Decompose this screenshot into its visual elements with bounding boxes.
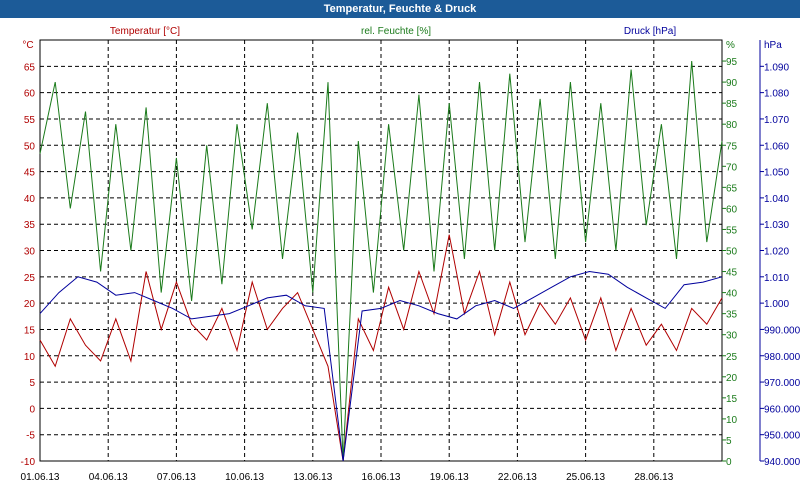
hum-tick-label: 35	[726, 310, 738, 321]
hum-tick-label: 30	[726, 331, 738, 342]
hum-tick-label: 25	[726, 352, 738, 363]
temp-tick-label: 0	[29, 404, 35, 415]
temp-tick-label: 25	[24, 273, 36, 284]
press-tick-label: 1.080	[764, 89, 789, 100]
x-tick-label: 07.06.13	[157, 472, 196, 483]
x-tick-label: 19.06.13	[430, 472, 469, 483]
hum-tick-label: 15	[726, 394, 738, 405]
press-tick-label: 950.000	[764, 431, 800, 442]
hum-tick-label: 60	[726, 204, 738, 215]
series-line-hum	[39, 61, 723, 462]
hum-tick-label: 20	[726, 373, 738, 384]
temp-tick-label: 5	[29, 378, 35, 389]
press-tick-label: 1.010	[764, 273, 789, 284]
hum-tick-label: 40	[726, 289, 738, 300]
hum-tick-label: 85	[726, 99, 738, 110]
temp-tick-label: 45	[24, 168, 36, 179]
press-tick-label: 1.050	[764, 168, 789, 179]
hum-tick-label: 65	[726, 183, 738, 194]
legend-hum: rel. Feuchte [%]	[361, 26, 431, 37]
temp-tick-label: 15	[24, 325, 36, 336]
press-tick-label: 1.070	[764, 115, 789, 126]
hum-tick-label: 45	[726, 268, 738, 279]
series-line-press	[39, 270, 723, 462]
press-tick-label: 980.000	[764, 352, 800, 363]
hum-tick-label: 90	[726, 78, 738, 89]
press-tick-label: 940.000	[764, 457, 800, 468]
temp-unit-label: °C	[22, 40, 33, 51]
press-tick-label: 1.020	[764, 247, 789, 258]
hum-tick-label: 5	[726, 436, 732, 447]
press-tick-label: 1.000	[764, 299, 789, 310]
press-tick-label: 970.000	[764, 378, 800, 389]
press-tick-label: 990.000	[764, 325, 800, 336]
x-tick-label: 16.06.13	[362, 472, 401, 483]
x-tick-label: 28.06.13	[634, 472, 673, 483]
hum-tick-label: 50	[726, 247, 738, 258]
hum-unit-label: %	[726, 40, 735, 51]
legend-temp: Temperatur [°C]	[110, 26, 180, 37]
x-tick-label: 04.06.13	[89, 472, 128, 483]
temp-tick-label: 40	[24, 194, 36, 205]
hum-tick-label: 95	[726, 57, 738, 68]
press-tick-label: 1.030	[764, 220, 789, 231]
temp-tick-label: 55	[24, 115, 36, 126]
legend-press: Druck [hPa]	[624, 26, 676, 37]
press-unit-label: hPa	[764, 40, 782, 51]
hum-tick-label: 0	[726, 457, 732, 468]
x-tick-label: 13.06.13	[293, 472, 332, 483]
temp-tick-label: 10	[24, 352, 36, 363]
temp-tick-label: -10	[21, 457, 36, 468]
series-lines	[39, 61, 723, 462]
x-tick-label: 01.06.13	[21, 472, 60, 483]
x-tick-label: 25.06.13	[566, 472, 605, 483]
hum-tick-label: 10	[726, 415, 738, 426]
hum-tick-label: 75	[726, 141, 738, 152]
temp-tick-label: 50	[24, 141, 36, 152]
temp-tick-label: 35	[24, 220, 36, 231]
temp-tick-label: 65	[24, 62, 36, 73]
press-tick-label: 960.000	[764, 404, 800, 415]
x-tick-label: 10.06.13	[225, 472, 264, 483]
grid-lines	[39, 39, 723, 462]
hum-tick-label: 55	[726, 225, 738, 236]
chart-title: Temperatur, Feuchte & Druck	[0, 0, 800, 18]
x-tick-label: 22.06.13	[498, 472, 537, 483]
hum-tick-label: 80	[726, 120, 738, 131]
temp-tick-label: 30	[24, 247, 36, 258]
press-tick-label: 1.040	[764, 194, 789, 205]
temp-tick-label: 60	[24, 89, 36, 100]
press-tick-label: 1.060	[764, 141, 789, 152]
hum-tick-label: 70	[726, 162, 738, 173]
temp-tick-label: 20	[24, 299, 36, 310]
temp-tick-label: -5	[26, 431, 35, 442]
axes	[722, 40, 764, 462]
press-tick-label: 1.090	[764, 62, 789, 73]
